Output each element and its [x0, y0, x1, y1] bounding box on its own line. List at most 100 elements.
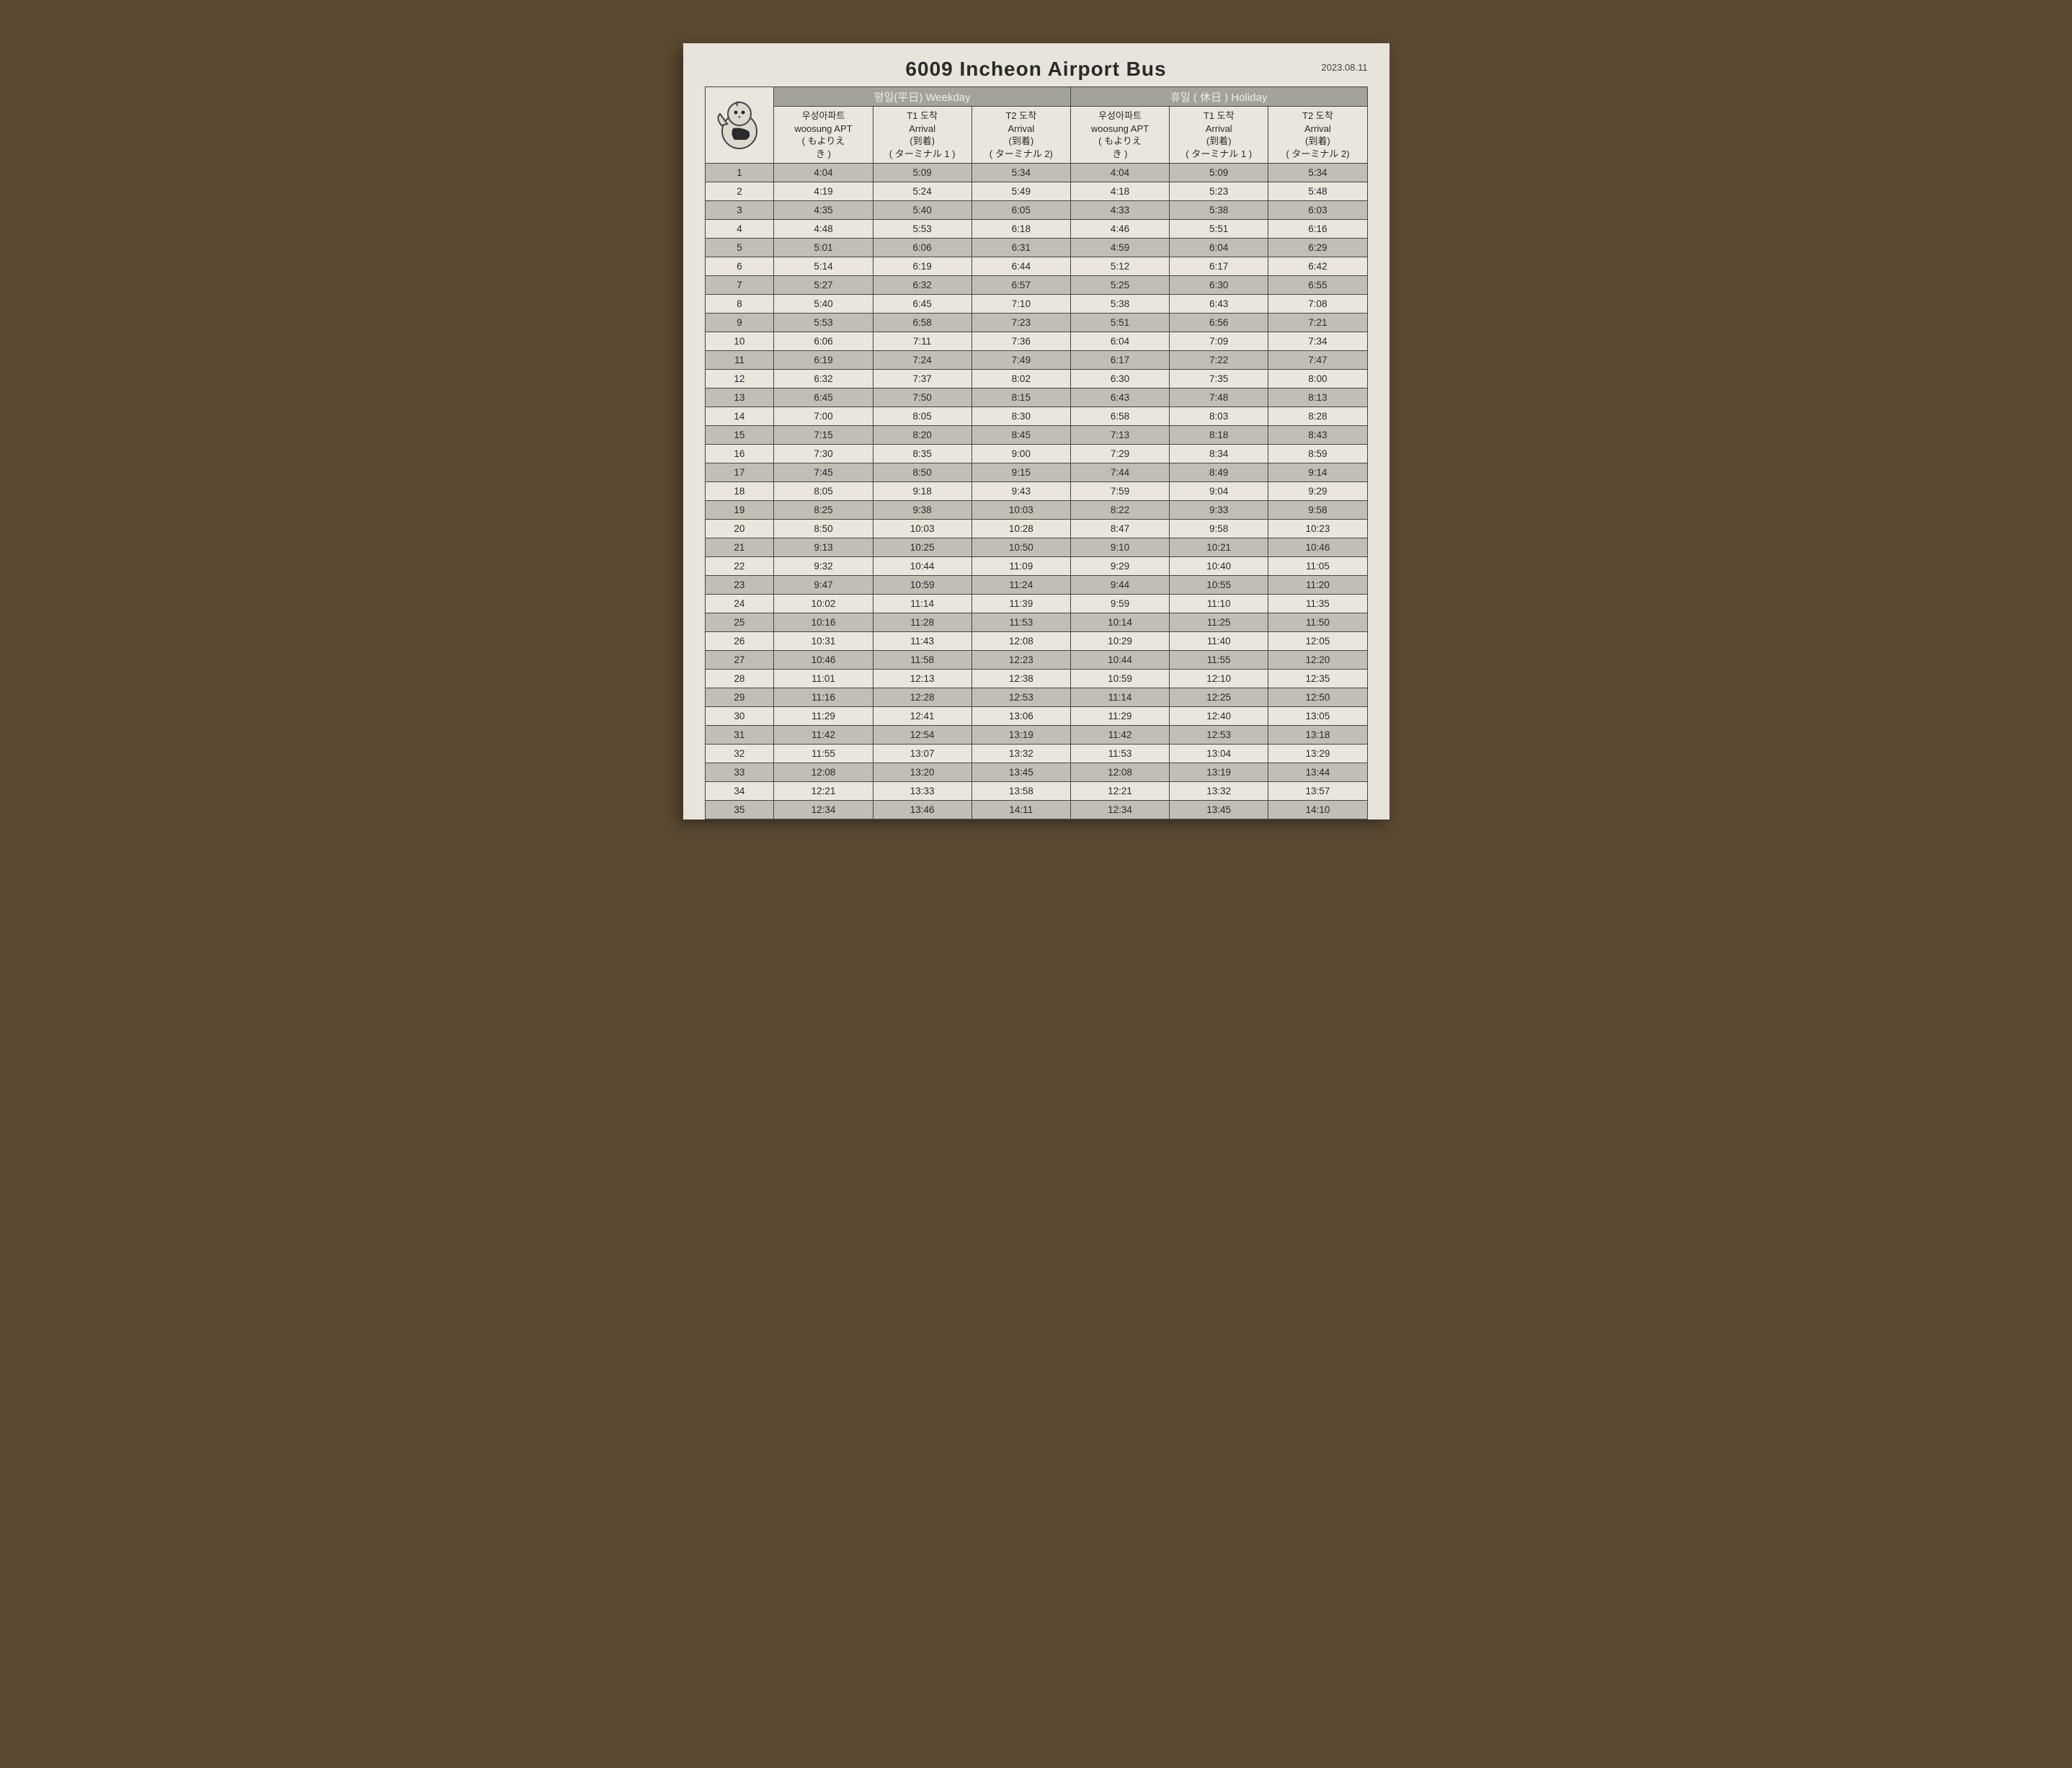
hd-t2: 6:16: [1268, 220, 1367, 239]
wd-t1: 10:44: [873, 557, 971, 576]
hd-t1: 6:56: [1170, 314, 1268, 332]
weekday-group-header: 평일(平日) Weekday: [774, 87, 1071, 107]
wd-woosung: 8:05: [774, 482, 873, 501]
hd-woosung: 5:51: [1070, 314, 1169, 332]
wd-t1: 11:28: [873, 613, 971, 632]
wd-woosung: 7:45: [774, 463, 873, 482]
wd-woosung: 11:29: [774, 707, 873, 726]
row-number: 5: [705, 239, 774, 257]
row-number: 30: [705, 707, 774, 726]
wd-woosung: 8:50: [774, 520, 873, 538]
table-row: 188:059:189:437:599:049:29: [705, 482, 1367, 501]
table-row: 3011:2912:4113:0611:2912:4013:05: [705, 707, 1367, 726]
table-row: 95:536:587:235:516:567:21: [705, 314, 1367, 332]
row-number: 25: [705, 613, 774, 632]
wd-t1: 6:32: [873, 276, 971, 295]
hd-t1: 11:40: [1170, 632, 1268, 651]
table-row: 2911:1612:2812:5311:1412:2512:50: [705, 688, 1367, 707]
wd-t1: 6:19: [873, 257, 971, 276]
wd-woosung: 6:32: [774, 370, 873, 388]
hd-t1: 9:33: [1170, 501, 1268, 520]
page-title: 6009 Incheon Airport Bus: [905, 58, 1166, 81]
wd-t2: 11:53: [971, 613, 1070, 632]
hd-t2: 10:46: [1268, 538, 1367, 557]
table-row: 147:008:058:306:588:038:28: [705, 407, 1367, 426]
hd-woosung: 10:59: [1070, 670, 1169, 688]
table-row: 106:067:117:366:047:097:34: [705, 332, 1367, 351]
table-row: 2510:1611:2811:5310:1411:2511:50: [705, 613, 1367, 632]
hd-t2: 7:21: [1268, 314, 1367, 332]
hd-t2: 9:29: [1268, 482, 1367, 501]
hd-t2: 11:35: [1268, 595, 1367, 613]
wd-t2: 14:11: [971, 801, 1070, 819]
hd-t1: 11:25: [1170, 613, 1268, 632]
hd-woosung: 7:59: [1070, 482, 1169, 501]
row-number: 3: [705, 201, 774, 220]
wd-t1: 6:58: [873, 314, 971, 332]
hd-t1: 6:17: [1170, 257, 1268, 276]
table-row: 55:016:066:314:596:046:29: [705, 239, 1367, 257]
wd-woosung: 4:35: [774, 201, 873, 220]
wd-t1: 10:25: [873, 538, 971, 557]
hd-t1: 7:09: [1170, 332, 1268, 351]
wd-t2: 13:06: [971, 707, 1070, 726]
wd-t2: 9:43: [971, 482, 1070, 501]
hd-t2: 5:34: [1268, 164, 1367, 182]
hd-woosung: 6:30: [1070, 370, 1169, 388]
hd-t2: 10:23: [1268, 520, 1367, 538]
wd-t2: 9:00: [971, 445, 1070, 463]
table-row: 219:1310:2510:509:1010:2110:46: [705, 538, 1367, 557]
table-row: 136:457:508:156:437:488:13: [705, 388, 1367, 407]
hd-t2: 11:20: [1268, 576, 1367, 595]
hd-woosung: 11:42: [1070, 726, 1169, 745]
wd-t2: 12:08: [971, 632, 1070, 651]
hd-t2: 13:44: [1268, 763, 1367, 782]
hd-t2: 13:18: [1268, 726, 1367, 745]
hd-woosung: 6:17: [1070, 351, 1169, 370]
title-row: 6009 Incheon Airport Bus 2023.08.11: [705, 58, 1368, 81]
hd-t1: 10:55: [1170, 576, 1268, 595]
wd-woosung: 7:15: [774, 426, 873, 445]
hd-woosung: 4:18: [1070, 182, 1169, 201]
wd-t1: 12:28: [873, 688, 971, 707]
wd-t2: 7:49: [971, 351, 1070, 370]
hd-woosung: 4:04: [1070, 164, 1169, 182]
hd-t2: 11:05: [1268, 557, 1367, 576]
hd-woosung: 5:25: [1070, 276, 1169, 295]
hd-t1: 7:35: [1170, 370, 1268, 388]
wd-woosung: 9:47: [774, 576, 873, 595]
hd-t2: 9:58: [1268, 501, 1367, 520]
hd-woosung: 11:29: [1070, 707, 1169, 726]
wd-woosung: 10:31: [774, 632, 873, 651]
wd-t2: 6:18: [971, 220, 1070, 239]
wd-t2: 13:58: [971, 782, 1070, 801]
wd-t1: 5:24: [873, 182, 971, 201]
wd-woosung: 11:55: [774, 745, 873, 763]
wd-woosung: 5:14: [774, 257, 873, 276]
row-number: 8: [705, 295, 774, 314]
hd-t2: 14:10: [1268, 801, 1367, 819]
wd-t2: 10:50: [971, 538, 1070, 557]
wd-t2: 8:02: [971, 370, 1070, 388]
mascot-cell: [705, 87, 774, 164]
wd-woosung: 4:04: [774, 164, 873, 182]
hd-woosung: 6:58: [1070, 407, 1169, 426]
table-row: 3211:5513:0713:3211:5313:0413:29: [705, 745, 1367, 763]
hd-woosung: 11:53: [1070, 745, 1169, 763]
hd-t1: 7:22: [1170, 351, 1268, 370]
row-number: 29: [705, 688, 774, 707]
hd-woosung: 7:44: [1070, 463, 1169, 482]
wd-t2: 7:36: [971, 332, 1070, 351]
hd-t1: 5:23: [1170, 182, 1268, 201]
table-row: 3512:3413:4614:1112:3413:4514:10: [705, 801, 1367, 819]
row-number: 26: [705, 632, 774, 651]
hd-t1: 7:48: [1170, 388, 1268, 407]
wd-woosung: 10:46: [774, 651, 873, 670]
wd-t1: 5:09: [873, 164, 971, 182]
wd-woosung: 4:48: [774, 220, 873, 239]
wd-t2: 8:30: [971, 407, 1070, 426]
hd-woosung: 9:59: [1070, 595, 1169, 613]
hd-woosung: 12:08: [1070, 763, 1169, 782]
table-row: 14:045:095:344:045:095:34: [705, 164, 1367, 182]
hd-woosung: 10:14: [1070, 613, 1169, 632]
